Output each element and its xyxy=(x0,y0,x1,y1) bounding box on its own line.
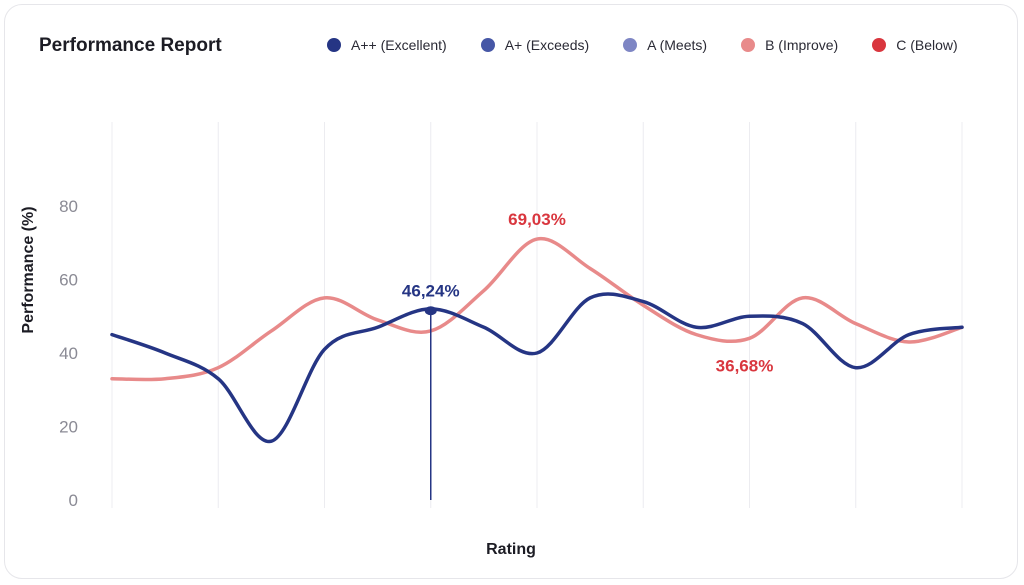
legend-item-exceeds[interactable]: A+ (Exceeds) xyxy=(480,37,590,53)
legend-label: A (Meets) xyxy=(647,37,708,53)
annotations: 46,24% 69,03% 36,68% xyxy=(402,210,773,500)
x-axis-label: Rating xyxy=(486,541,536,558)
legend-label: B (Improve) xyxy=(765,37,839,53)
y-tick-label: 40 xyxy=(59,344,78,363)
grid xyxy=(111,122,963,508)
legend-label: C (Below) xyxy=(896,37,958,53)
legend-item-excellent[interactable]: A++ (Excellent) xyxy=(327,37,447,53)
legend-dot-icon xyxy=(741,38,756,52)
chart-card: Performance Report A++ (Excellent) A+ (E… xyxy=(4,4,1018,579)
legend-label: A+ (Exceeds) xyxy=(504,37,590,53)
legend-dot-icon xyxy=(480,38,495,52)
legend-dot-icon xyxy=(872,38,887,52)
y-tick-label: 80 xyxy=(59,197,78,216)
y-axis-ticks: 0 20 40 60 80 xyxy=(59,197,78,510)
annotation-label: 36,68% xyxy=(716,356,774,375)
legend-dot-icon xyxy=(327,38,341,52)
series-lines xyxy=(110,237,964,443)
annotation-label: 46,24% xyxy=(402,282,460,301)
legend-label: A++ (Excellent) xyxy=(351,37,447,53)
legend: A++ (Excellent) A+ (Exceeds) A (Meets) B… xyxy=(327,37,958,53)
annotation-label: 69,03% xyxy=(508,210,566,229)
y-tick-label: 60 xyxy=(59,271,78,290)
legend-item-meets[interactable]: A (Meets) xyxy=(623,37,707,53)
page-title: Performance Report xyxy=(39,35,222,56)
y-tick-label: 20 xyxy=(59,418,78,437)
legend-item-below[interactable]: C (Below) xyxy=(872,37,958,53)
marker-point[interactable] xyxy=(424,306,437,316)
series-line-a-excellent[interactable] xyxy=(110,292,964,443)
legend-dot-icon xyxy=(623,38,638,52)
series-line-b-improve[interactable] xyxy=(110,237,964,382)
y-axis-label: Performance (%) xyxy=(20,206,37,333)
legend-item-improve[interactable]: B (Improve) xyxy=(741,37,838,53)
y-tick-label: 0 xyxy=(69,491,78,510)
